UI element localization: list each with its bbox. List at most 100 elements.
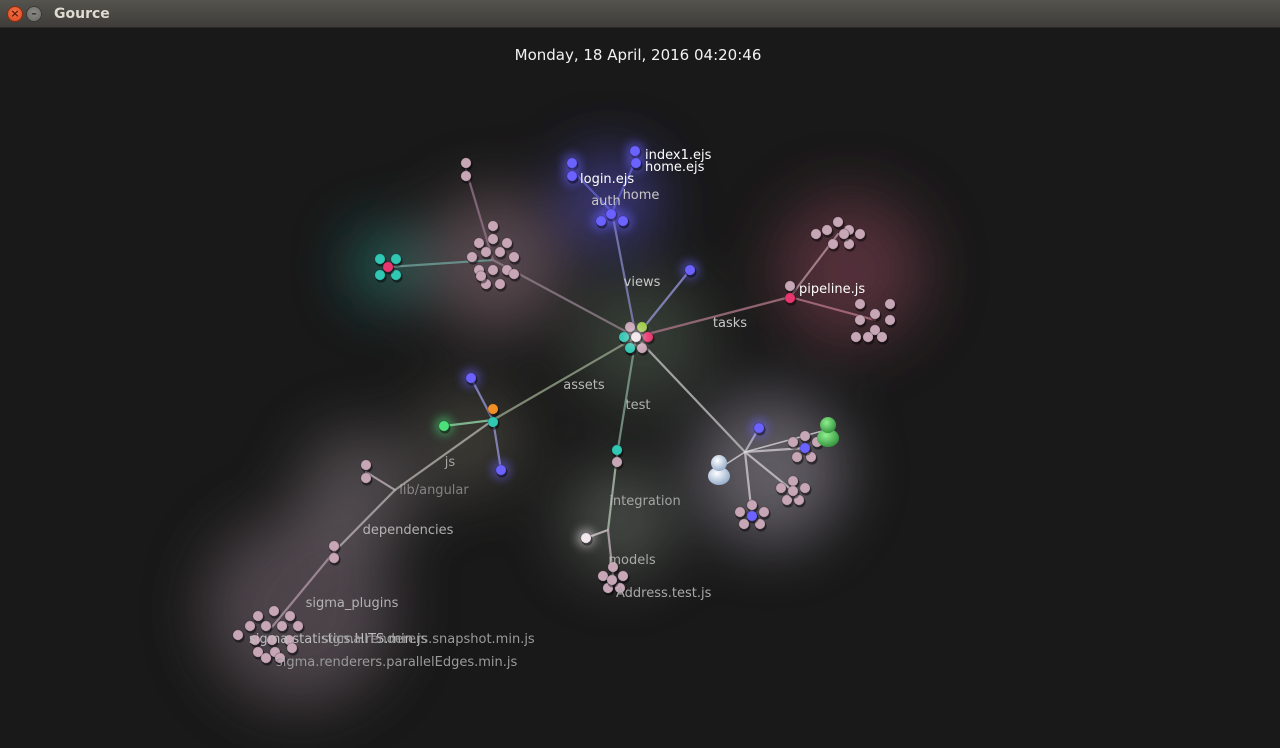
file-node[interactable] <box>832 216 844 228</box>
file-node[interactable] <box>753 422 765 434</box>
file-node[interactable] <box>494 246 506 258</box>
file-node[interactable] <box>854 314 866 326</box>
file-node[interactable] <box>884 314 896 326</box>
file-node[interactable] <box>328 540 340 552</box>
file-node[interactable] <box>266 634 278 646</box>
file-node[interactable] <box>473 237 485 249</box>
file-node[interactable] <box>260 620 272 632</box>
file-node[interactable] <box>460 157 472 169</box>
file-node[interactable] <box>260 652 272 664</box>
file-node[interactable] <box>566 170 578 182</box>
file-node[interactable] <box>607 561 619 573</box>
file-node[interactable] <box>854 298 866 310</box>
file-node[interactable] <box>508 251 520 263</box>
file-node[interactable] <box>787 436 799 448</box>
file-node[interactable] <box>252 610 264 622</box>
file-node[interactable] <box>758 506 770 518</box>
file-node[interactable] <box>606 574 618 586</box>
file-node[interactable] <box>480 246 492 258</box>
file-node[interactable] <box>438 420 450 432</box>
file-node[interactable] <box>614 582 626 594</box>
file-node[interactable] <box>495 464 507 476</box>
file-node[interactable] <box>810 228 822 240</box>
file-node[interactable] <box>821 224 833 236</box>
file-node[interactable] <box>475 270 487 282</box>
file-node[interactable] <box>508 268 520 280</box>
file-node[interactable] <box>466 251 478 263</box>
file-node[interactable] <box>597 570 609 582</box>
file-node[interactable] <box>360 459 372 471</box>
file-node[interactable] <box>617 215 629 227</box>
file-node[interactable] <box>487 403 499 415</box>
file-node[interactable] <box>360 472 372 484</box>
file-node[interactable] <box>487 220 499 232</box>
file-node[interactable] <box>460 170 472 182</box>
file-node[interactable] <box>791 451 803 463</box>
file-node[interactable] <box>799 442 811 454</box>
file-node[interactable] <box>390 253 402 265</box>
file-node[interactable] <box>630 331 642 343</box>
file-node[interactable] <box>249 634 261 646</box>
file-node[interactable] <box>630 157 642 169</box>
file-node[interactable] <box>784 280 796 292</box>
file-node[interactable] <box>286 642 298 654</box>
file-node[interactable] <box>374 269 386 281</box>
minimize-button[interactable]: – <box>26 6 42 22</box>
file-node[interactable] <box>793 494 805 506</box>
file-node[interactable] <box>850 331 862 343</box>
file-node[interactable] <box>876 331 888 343</box>
file-node[interactable] <box>284 610 296 622</box>
file-node[interactable] <box>252 646 264 658</box>
file-node[interactable] <box>232 629 244 641</box>
file-node[interactable] <box>268 605 280 617</box>
file-node[interactable] <box>605 208 617 220</box>
file-node[interactable] <box>494 278 506 290</box>
file-node[interactable] <box>838 228 850 240</box>
file-node[interactable] <box>390 269 402 281</box>
file-node[interactable] <box>611 444 623 456</box>
file-node[interactable] <box>487 264 499 276</box>
file-node[interactable] <box>684 264 696 276</box>
close-button[interactable]: × <box>7 6 23 22</box>
file-node[interactable] <box>487 233 499 245</box>
file-node[interactable] <box>292 620 304 632</box>
file-node[interactable] <box>580 532 592 544</box>
user-avatar-green[interactable] <box>817 417 839 447</box>
file-node[interactable] <box>869 308 881 320</box>
file-node[interactable] <box>884 298 896 310</box>
file-node[interactable] <box>799 430 811 442</box>
file-node[interactable] <box>869 324 881 336</box>
file-node[interactable] <box>787 475 799 487</box>
file-node[interactable] <box>854 228 866 240</box>
file-node[interactable] <box>276 620 288 632</box>
gource-visualization[interactable]: views auth home tasks assets test js lib/angula… <box>0 28 1280 748</box>
file-node[interactable] <box>775 482 787 494</box>
file-node[interactable] <box>784 292 796 304</box>
file-node[interactable] <box>805 451 817 463</box>
file-node[interactable] <box>734 506 746 518</box>
file-node[interactable] <box>611 456 623 468</box>
file-node[interactable] <box>274 652 286 664</box>
file-node[interactable] <box>754 518 766 530</box>
file-node[interactable] <box>787 485 799 497</box>
file-node[interactable] <box>827 238 839 250</box>
file-node[interactable] <box>501 237 513 249</box>
file-node[interactable] <box>746 499 758 511</box>
file-node[interactable] <box>781 494 793 506</box>
file-node[interactable] <box>862 331 874 343</box>
file-node[interactable] <box>566 157 578 169</box>
file-node[interactable] <box>617 570 629 582</box>
file-node[interactable] <box>382 261 394 273</box>
file-node[interactable] <box>465 372 477 384</box>
file-node[interactable] <box>328 552 340 564</box>
file-node[interactable] <box>843 238 855 250</box>
file-node[interactable] <box>244 620 256 632</box>
file-node[interactable] <box>487 416 499 428</box>
file-node[interactable] <box>799 482 811 494</box>
file-node[interactable] <box>480 278 492 290</box>
dir-label-dependencies: dependencies <box>363 523 454 538</box>
file-node[interactable] <box>374 253 386 265</box>
user-avatar-blue[interactable] <box>708 455 730 485</box>
file-node[interactable] <box>738 518 750 530</box>
file-node[interactable] <box>746 510 758 522</box>
